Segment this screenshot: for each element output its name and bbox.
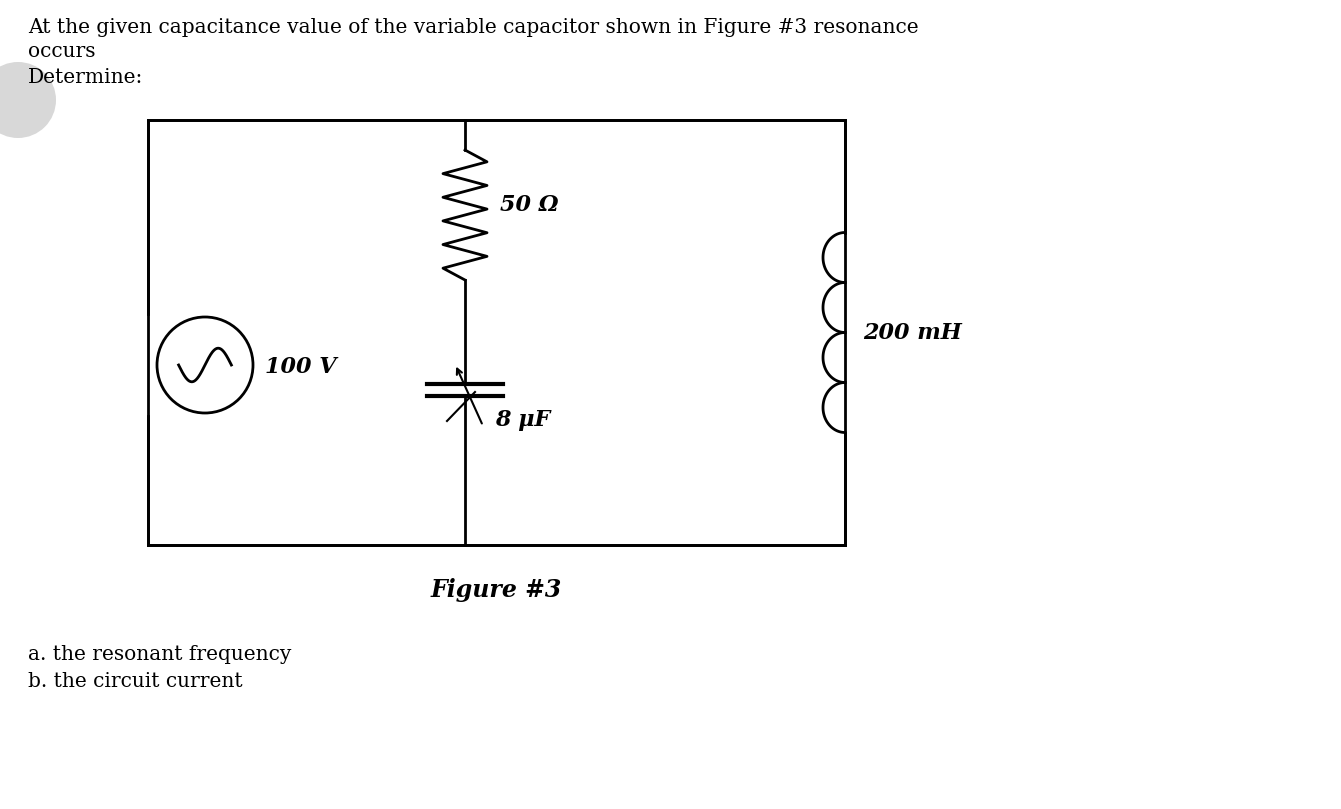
Text: 200 mH: 200 mH xyxy=(864,321,961,344)
Text: Determine:: Determine: xyxy=(28,68,143,87)
Text: b. the circuit current: b. the circuit current xyxy=(28,672,243,691)
Text: At the given capacitance value of the variable capacitor shown in Figure #3 reso: At the given capacitance value of the va… xyxy=(28,18,919,37)
Text: 100 V: 100 V xyxy=(266,356,337,378)
Circle shape xyxy=(0,62,56,138)
Text: Figure #3: Figure #3 xyxy=(430,578,562,602)
Text: a. the resonant frequency: a. the resonant frequency xyxy=(28,645,291,664)
Bar xyxy=(148,120,845,545)
Text: 8 μF: 8 μF xyxy=(495,409,550,431)
Text: occurs: occurs xyxy=(28,42,95,61)
Text: 50 Ω: 50 Ω xyxy=(500,194,558,216)
Circle shape xyxy=(157,317,253,413)
